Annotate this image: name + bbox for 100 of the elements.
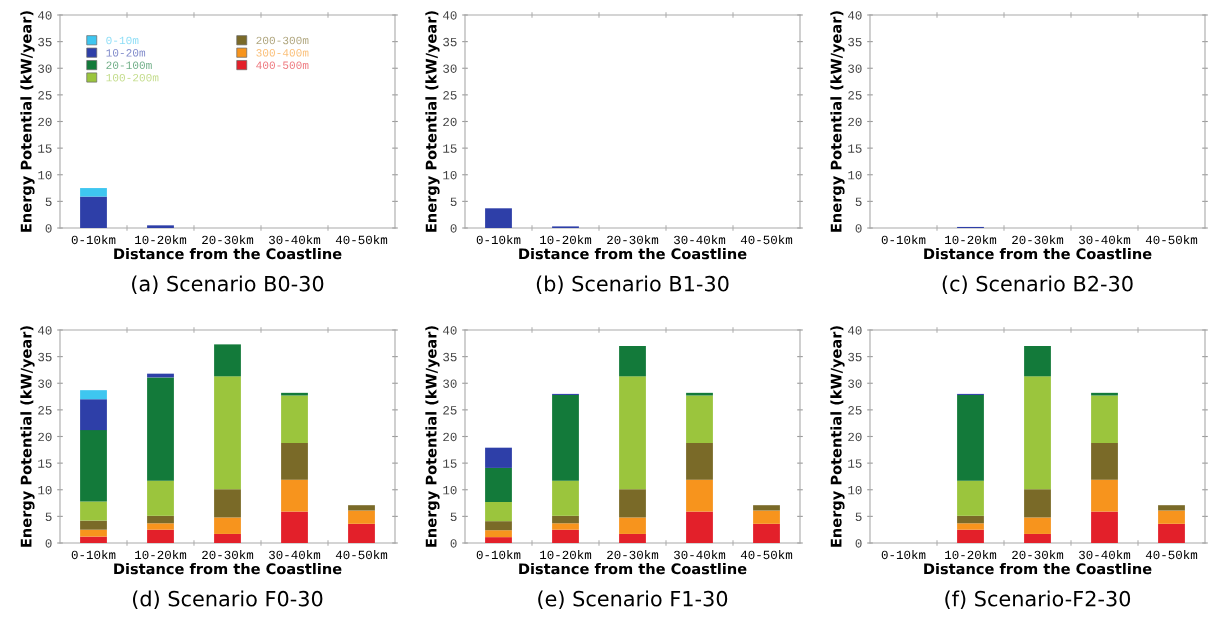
x-tick-label: 40-50km bbox=[1145, 234, 1198, 245]
bar bbox=[753, 510, 780, 524]
bar bbox=[147, 529, 174, 543]
bar bbox=[686, 479, 713, 512]
y-tick-label: 30 bbox=[848, 379, 862, 388]
y-tick-label: 25 bbox=[848, 406, 862, 415]
bar bbox=[753, 505, 780, 511]
bar bbox=[281, 511, 308, 543]
y-tick-label: 10 bbox=[848, 485, 862, 495]
y-tick-label: 20 bbox=[848, 432, 862, 442]
bar bbox=[485, 502, 512, 522]
y-tick-label: 5 bbox=[450, 197, 457, 207]
bar bbox=[1158, 523, 1185, 543]
x-tick-label: 40-50km bbox=[740, 549, 793, 560]
y-tick-label: 35 bbox=[848, 352, 862, 362]
y-tick-label: 5 bbox=[855, 197, 862, 207]
y-tick-label: 5 bbox=[855, 512, 862, 522]
bar bbox=[1024, 533, 1051, 543]
bar bbox=[552, 394, 579, 481]
bar bbox=[281, 395, 308, 443]
y-tick-label: 20 bbox=[443, 117, 457, 127]
y-tick-label: 35 bbox=[443, 37, 457, 47]
bar bbox=[80, 390, 107, 400]
x-axis-title: Distance from the Coastline bbox=[519, 247, 747, 260]
bar bbox=[80, 430, 107, 502]
bar bbox=[214, 533, 241, 543]
bar bbox=[552, 523, 579, 530]
legend-label: 0-10m bbox=[106, 36, 139, 45]
text: (f) Scenario-F2-30 bbox=[945, 590, 1131, 610]
bar bbox=[80, 536, 107, 543]
bar bbox=[485, 537, 512, 543]
y-tick-label: 30 bbox=[443, 64, 457, 73]
bar bbox=[686, 395, 713, 443]
x-tick-label: 0-10km bbox=[71, 549, 116, 560]
bar bbox=[147, 225, 174, 228]
bar bbox=[147, 523, 174, 530]
y-tick-label: 5 bbox=[450, 512, 457, 522]
y-tick-label: 0 bbox=[450, 224, 457, 233]
bar bbox=[1091, 395, 1118, 443]
x-tick-label: 10-20km bbox=[945, 234, 997, 245]
y-tick-label: 25 bbox=[38, 91, 52, 100]
bar bbox=[485, 530, 512, 538]
x-tick-label: 20-30km bbox=[1012, 549, 1064, 560]
y-tick-label: 15 bbox=[443, 144, 457, 153]
y-tick-label: 30 bbox=[848, 64, 862, 73]
bar bbox=[619, 489, 646, 518]
x-tick-label: 30-40km bbox=[269, 234, 321, 245]
y-tick-label: 35 bbox=[38, 352, 52, 362]
bar bbox=[552, 515, 579, 524]
x-tick-label: 20-30km bbox=[1012, 234, 1064, 245]
bar bbox=[348, 510, 375, 524]
x-axis-title: Distance from the Coastline bbox=[114, 562, 342, 575]
bar bbox=[619, 533, 646, 543]
x-tick-label: 40-50km bbox=[335, 234, 388, 245]
y-tick-label: 10 bbox=[38, 170, 52, 180]
legend-label: 300-400m bbox=[256, 49, 309, 57]
bar bbox=[214, 376, 241, 490]
bar bbox=[147, 480, 174, 516]
bar bbox=[348, 523, 375, 543]
y-tick-label: 35 bbox=[443, 352, 457, 362]
bar bbox=[1091, 442, 1118, 480]
y-tick-label: 10 bbox=[38, 485, 52, 495]
x-tick-label: 0-10km bbox=[476, 234, 521, 245]
y-tick-label: 0 bbox=[450, 539, 457, 548]
legend-label: 400-500m bbox=[256, 61, 309, 70]
x-tick-label: 30-40km bbox=[674, 234, 726, 245]
bar bbox=[80, 196, 107, 228]
y-tick-label: 35 bbox=[38, 37, 52, 47]
y-tick-label: 25 bbox=[38, 406, 52, 415]
y-axis-title: Energy Potential (kW/year) bbox=[830, 326, 845, 547]
bar bbox=[281, 442, 308, 480]
bar bbox=[1091, 511, 1118, 543]
y-tick-label: 40 bbox=[442, 11, 457, 20]
text: (c) Scenario B2-30 bbox=[942, 275, 1133, 295]
x-axis-title: Distance from the Coastline bbox=[114, 247, 342, 260]
bar bbox=[80, 501, 107, 521]
x-tick-label: 20-30km bbox=[607, 234, 659, 245]
y-tick-label: 0 bbox=[45, 539, 52, 548]
bar bbox=[957, 480, 984, 516]
y-axis-title: Energy Potential (kW/year) bbox=[20, 326, 35, 547]
y-tick-label: 25 bbox=[848, 91, 862, 100]
bar bbox=[214, 344, 241, 377]
y-tick-label: 40 bbox=[37, 11, 52, 20]
x-tick-label: 0-10km bbox=[881, 549, 926, 560]
bar bbox=[147, 377, 174, 481]
y-tick-label: 40 bbox=[37, 326, 52, 335]
bar bbox=[80, 520, 107, 530]
legend-label: 200-300m bbox=[256, 36, 309, 45]
x-tick-label: 10-20km bbox=[135, 234, 187, 245]
y-tick-label: 0 bbox=[45, 224, 52, 233]
bar bbox=[348, 505, 375, 511]
bar bbox=[1024, 489, 1051, 518]
y-tick-label: 5 bbox=[45, 512, 52, 522]
y-tick-label: 15 bbox=[38, 144, 52, 153]
x-tick-label: 30-40km bbox=[269, 549, 321, 560]
bar bbox=[552, 480, 579, 516]
y-axis-title: Energy Potential (kW/year) bbox=[830, 11, 845, 232]
bar bbox=[957, 529, 984, 543]
legend-label: 10-20m bbox=[106, 49, 146, 57]
x-tick-label: 0-10km bbox=[71, 234, 116, 245]
